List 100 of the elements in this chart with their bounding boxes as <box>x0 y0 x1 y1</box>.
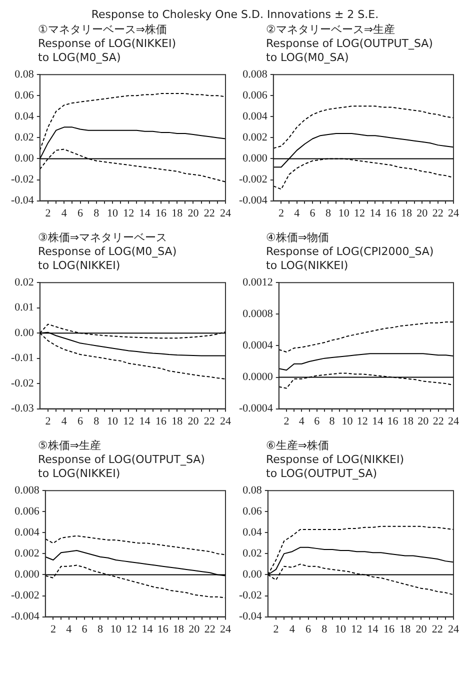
y-tick-label: -0.04 <box>10 194 34 207</box>
x-tick-label: 10 <box>110 623 122 636</box>
x-tick-label: 2 <box>50 623 56 636</box>
y-tick-label: 0.006 <box>242 90 268 102</box>
y-tick-label: 0.000 <box>242 152 268 165</box>
text: Response to Cholesky One S.D. Innovations ± 2 S.E. <box>90 8 380 21</box>
x-tick-label: 22 <box>204 623 216 636</box>
chart-subtitle: Response of LOG(NIKKEI) to LOG(M0_SA) <box>38 37 178 65</box>
y-tick-label: -0.04 <box>238 610 262 623</box>
x-tick-label: 22 <box>204 207 215 220</box>
x-tick-label: 12 <box>351 623 362 636</box>
chart-title: ⑥生産⇒株価 <box>266 439 330 453</box>
x-tick-label: 14 <box>367 623 379 636</box>
y-tick-label: 0.08 <box>242 484 262 496</box>
x-tick-label: 10 <box>107 207 119 220</box>
y-tick-label: 0.004 <box>14 526 40 539</box>
y-tick-label: 0.006 <box>14 506 40 518</box>
x-tick-label: 8 <box>94 415 100 428</box>
x-tick-label: 14 <box>372 415 384 428</box>
x-tick-label: 4 <box>61 415 68 428</box>
x-tick-label: 12 <box>354 207 366 220</box>
y-tick-label: 0.04 <box>242 526 262 539</box>
y-tick-label: 0.04 <box>14 110 34 123</box>
x-tick-label: 8 <box>94 207 100 220</box>
x-tick-label: 14 <box>139 415 151 428</box>
x-tick-label: 24 <box>448 623 460 636</box>
y-tick-label: 0.08 <box>14 68 34 80</box>
x-tick-label: 8 <box>329 415 336 428</box>
x-tick-label: 18 <box>400 623 412 636</box>
x-tick-label: 6 <box>82 623 88 636</box>
y-tick-label: -0.004 <box>10 610 40 623</box>
x-tick-label: 2 <box>273 623 279 636</box>
x-tick-label: 18 <box>172 415 184 428</box>
x-tick-label: 16 <box>383 623 395 636</box>
chart-subtitle: Response of LOG(CPI2000_SA) to LOG(NIKKEI) <box>266 245 435 273</box>
x-tick-label: 8 <box>322 623 328 636</box>
x-tick-label: 24 <box>220 207 232 220</box>
x-tick-label: 22 <box>432 623 443 636</box>
chart-title: ②マネタリーベース⇒生産 <box>266 23 396 37</box>
x-tick-label: 12 <box>356 415 368 428</box>
x-tick-label: 6 <box>78 415 84 428</box>
y-tick-label: 0.002 <box>242 132 268 144</box>
chart-subtitle: Response of LOG(M0_SA) to LOG(NIKKEI) <box>38 245 178 273</box>
x-tick-label: 22 <box>432 415 444 428</box>
x-tick-label: 12 <box>123 415 134 428</box>
y-tick-label: 0.0000 <box>242 371 274 384</box>
x-tick-label: 16 <box>155 207 167 220</box>
chart-title: ③株価⇒マネタリーベース <box>38 231 168 245</box>
x-tick-label: 14 <box>142 623 154 636</box>
x-tick-label: 8 <box>97 623 104 636</box>
x-tick-label: 6 <box>306 623 312 636</box>
y-tick-label: 0.00 <box>14 326 34 339</box>
x-tick-label: 4 <box>298 415 305 428</box>
y-tick-label: 0.004 <box>242 110 268 123</box>
x-tick-label: 4 <box>61 207 68 220</box>
x-tick-label: 6 <box>314 415 320 428</box>
y-tick-label: 0.002 <box>14 548 40 560</box>
y-tick-label: -0.02 <box>10 174 34 186</box>
y-tick-label: 0.0004 <box>242 340 274 352</box>
y-tick-label: -0.002 <box>238 174 268 186</box>
x-tick-label: 2 <box>284 415 290 428</box>
x-tick-label: 10 <box>335 623 347 636</box>
x-tick-label: 2 <box>45 415 51 428</box>
x-tick-label: 14 <box>370 207 382 220</box>
chart-title: ④株価⇒物価 <box>266 231 330 245</box>
chart-subtitle: Response of LOG(NIKKEI) to LOG(OUTPUT_SA) <box>266 453 406 481</box>
y-tick-label: 0.00 <box>14 152 34 165</box>
y-tick-label: 0.008 <box>242 68 268 80</box>
y-tick-label: 0.06 <box>14 90 34 102</box>
y-tick-label: -0.02 <box>10 377 34 390</box>
y-tick-label: -0.02 <box>238 590 262 602</box>
x-tick-label: 10 <box>107 415 119 428</box>
x-tick-label: 24 <box>448 415 460 428</box>
y-tick-label: 0.02 <box>242 548 262 560</box>
y-tick-label: 0.008 <box>14 484 40 496</box>
x-tick-label: 20 <box>188 623 200 636</box>
x-tick-label: 4 <box>66 623 72 636</box>
x-tick-label: 20 <box>416 207 428 220</box>
x-tick-label: 24 <box>448 207 460 220</box>
x-tick-label: 8 <box>325 207 332 220</box>
x-tick-label: 4 <box>289 623 296 636</box>
y-tick-label: 0.00 <box>242 568 262 581</box>
chart-subtitle: Response of LOG(OUTPUT_SA) to LOG(NIKKEI) <box>38 453 206 481</box>
y-tick-label: -0.03 <box>10 402 34 415</box>
y-tick-label: 0.000 <box>14 568 40 581</box>
y-tick-label: 0.02 <box>14 132 34 144</box>
x-tick-label: 24 <box>220 623 232 636</box>
x-tick-label: 10 <box>338 207 350 220</box>
x-tick-label: 18 <box>401 207 413 220</box>
x-tick-label: 4 <box>294 207 300 220</box>
x-tick-label: 18 <box>172 207 184 220</box>
x-tick-label: 22 <box>204 415 215 428</box>
y-tick-label: 0.0008 <box>242 308 274 320</box>
chart-title: ⑤株価⇒生産 <box>38 439 102 453</box>
y-tick-label: -0.004 <box>238 194 268 207</box>
y-tick-label: 0.02 <box>14 276 34 288</box>
x-tick-label: 10 <box>342 415 354 428</box>
x-tick-label: 20 <box>188 415 200 428</box>
chart-subtitle: Response of LOG(OUTPUT_SA) to LOG(M0_SA) <box>266 37 434 65</box>
x-tick-label: 24 <box>220 415 232 428</box>
